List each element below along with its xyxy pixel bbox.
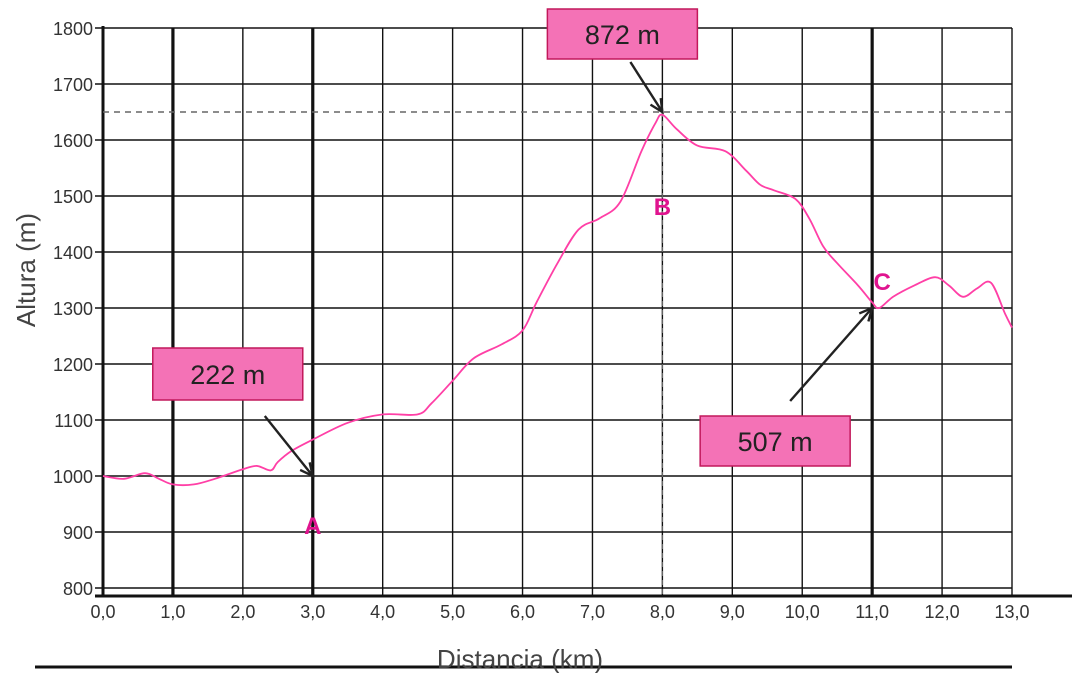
x-tick-label: 8,0 (650, 602, 675, 622)
annotation-0: 222 m (152, 347, 315, 479)
axis-layer: 800 900 1000 1100 1200 1300 1400 1500 1600 1700 18… (35, 19, 1072, 669)
point-labels: A B C (304, 194, 891, 540)
point-label-a: A (304, 513, 321, 540)
x-tick-label: 10,0 (785, 602, 820, 622)
x-axis-label: Distancia (km) (437, 644, 603, 673)
y-tick-label: 1200 (53, 355, 93, 375)
elevation-line (102, 113, 1013, 486)
point-label-c: C (873, 269, 890, 296)
annotation-2: 507 m (699, 305, 874, 467)
x-tick-label: 9,0 (720, 602, 745, 622)
grid-layer (95, 27, 1013, 596)
y-tick-label: 1100 (54, 411, 93, 431)
annotation-arrow-head (299, 462, 315, 479)
annotation-arrow-head (649, 97, 664, 115)
reference-lines (103, 111, 1012, 596)
y-tick-label: 1500 (53, 187, 93, 207)
y-tick-label: 1700 (53, 75, 93, 95)
series-layer (102, 113, 1013, 486)
annotation-box (546, 8, 699, 60)
annotation-arrow-head (858, 305, 874, 322)
y-tick-label: 1400 (53, 243, 93, 263)
x-tick-label: 13,0 (994, 602, 1029, 622)
annotation-arrow-shaft (629, 61, 664, 113)
annotations: 222 m 872 m 507 m (152, 8, 874, 479)
annotation-box (699, 415, 851, 467)
x-tick-label: 0,0 (90, 602, 115, 622)
y-tick-label: 1600 (53, 131, 93, 151)
x-tick-label: 2,0 (230, 602, 255, 622)
annotation-text: 872 m (585, 20, 660, 50)
annotation-arrow-shaft (263, 415, 314, 477)
annotation-arrow-shaft (789, 307, 874, 402)
annotation-text: 222 m (190, 360, 265, 390)
annotation-text: 507 m (738, 427, 813, 457)
x-tick-label: 11,0 (855, 602, 889, 622)
x-tick-label: 4,0 (370, 602, 395, 622)
x-tick-label: 3,0 (300, 602, 325, 622)
annotation-1: 872 m (546, 8, 699, 115)
y-tick-label: 900 (63, 523, 93, 543)
annotation-box (152, 347, 304, 401)
x-tick-label: 6,0 (510, 602, 535, 622)
y-tick-label: 1000 (53, 467, 93, 487)
y-tick-label: 800 (63, 579, 93, 599)
x-tick-label: 5,0 (440, 602, 465, 622)
x-tick-label: 7,0 (580, 602, 605, 622)
y-tick-label: 1800 (53, 19, 93, 39)
x-tick-label: 12,0 (925, 602, 960, 622)
point-label-b: B (654, 194, 671, 221)
y-tick-label: 1300 (53, 299, 93, 319)
x-tick-label: 1,0 (160, 602, 185, 622)
y-axis-label: Altura (m) (11, 213, 41, 327)
axis-labels: Distancia (km) Altura (m) (11, 213, 603, 674)
